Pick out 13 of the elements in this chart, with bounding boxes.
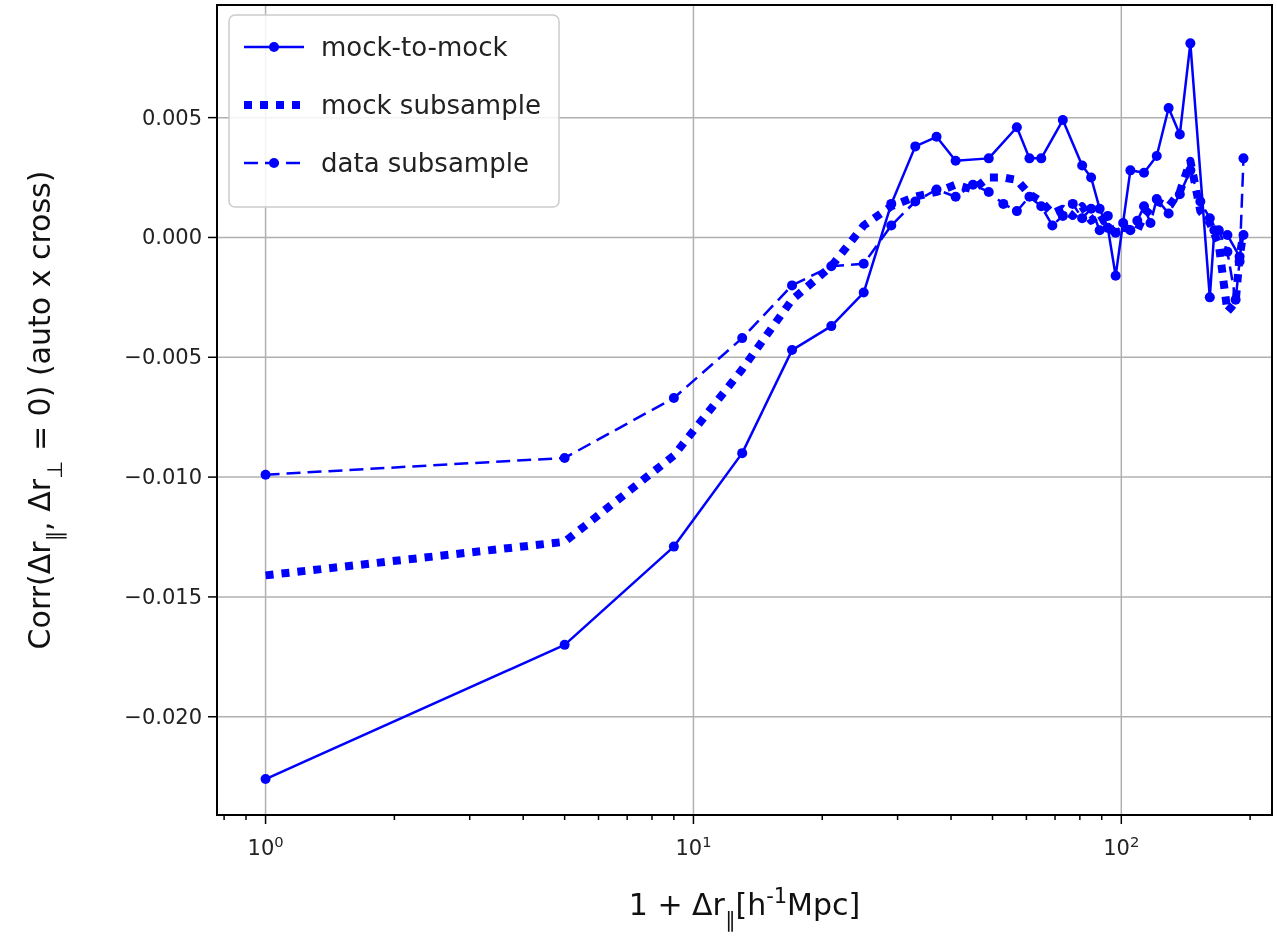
- x-tick-label: 10$^{1}$: [675, 832, 712, 860]
- y-tick-label: −0.020: [124, 704, 202, 729]
- legend-label: data subsample: [321, 148, 529, 178]
- y-tick-label: −0.010: [124, 465, 202, 490]
- y-tick-label: 0.005: [141, 105, 202, 130]
- x-tick-label: 10$^{0}$: [247, 832, 284, 860]
- y-tick-label: −0.015: [124, 584, 202, 609]
- y-tick-label: −0.005: [124, 345, 202, 370]
- x-tick-label: 10$^{2}$: [1103, 832, 1140, 860]
- y-tick-label: 0.000: [141, 225, 202, 250]
- legend-label: mock-to-mock: [321, 32, 508, 62]
- x-axis-title: 1 + Δr$_{∥}$[h$^{-1}$Mpc]: [628, 884, 861, 932]
- legend-label: mock subsample: [321, 90, 541, 120]
